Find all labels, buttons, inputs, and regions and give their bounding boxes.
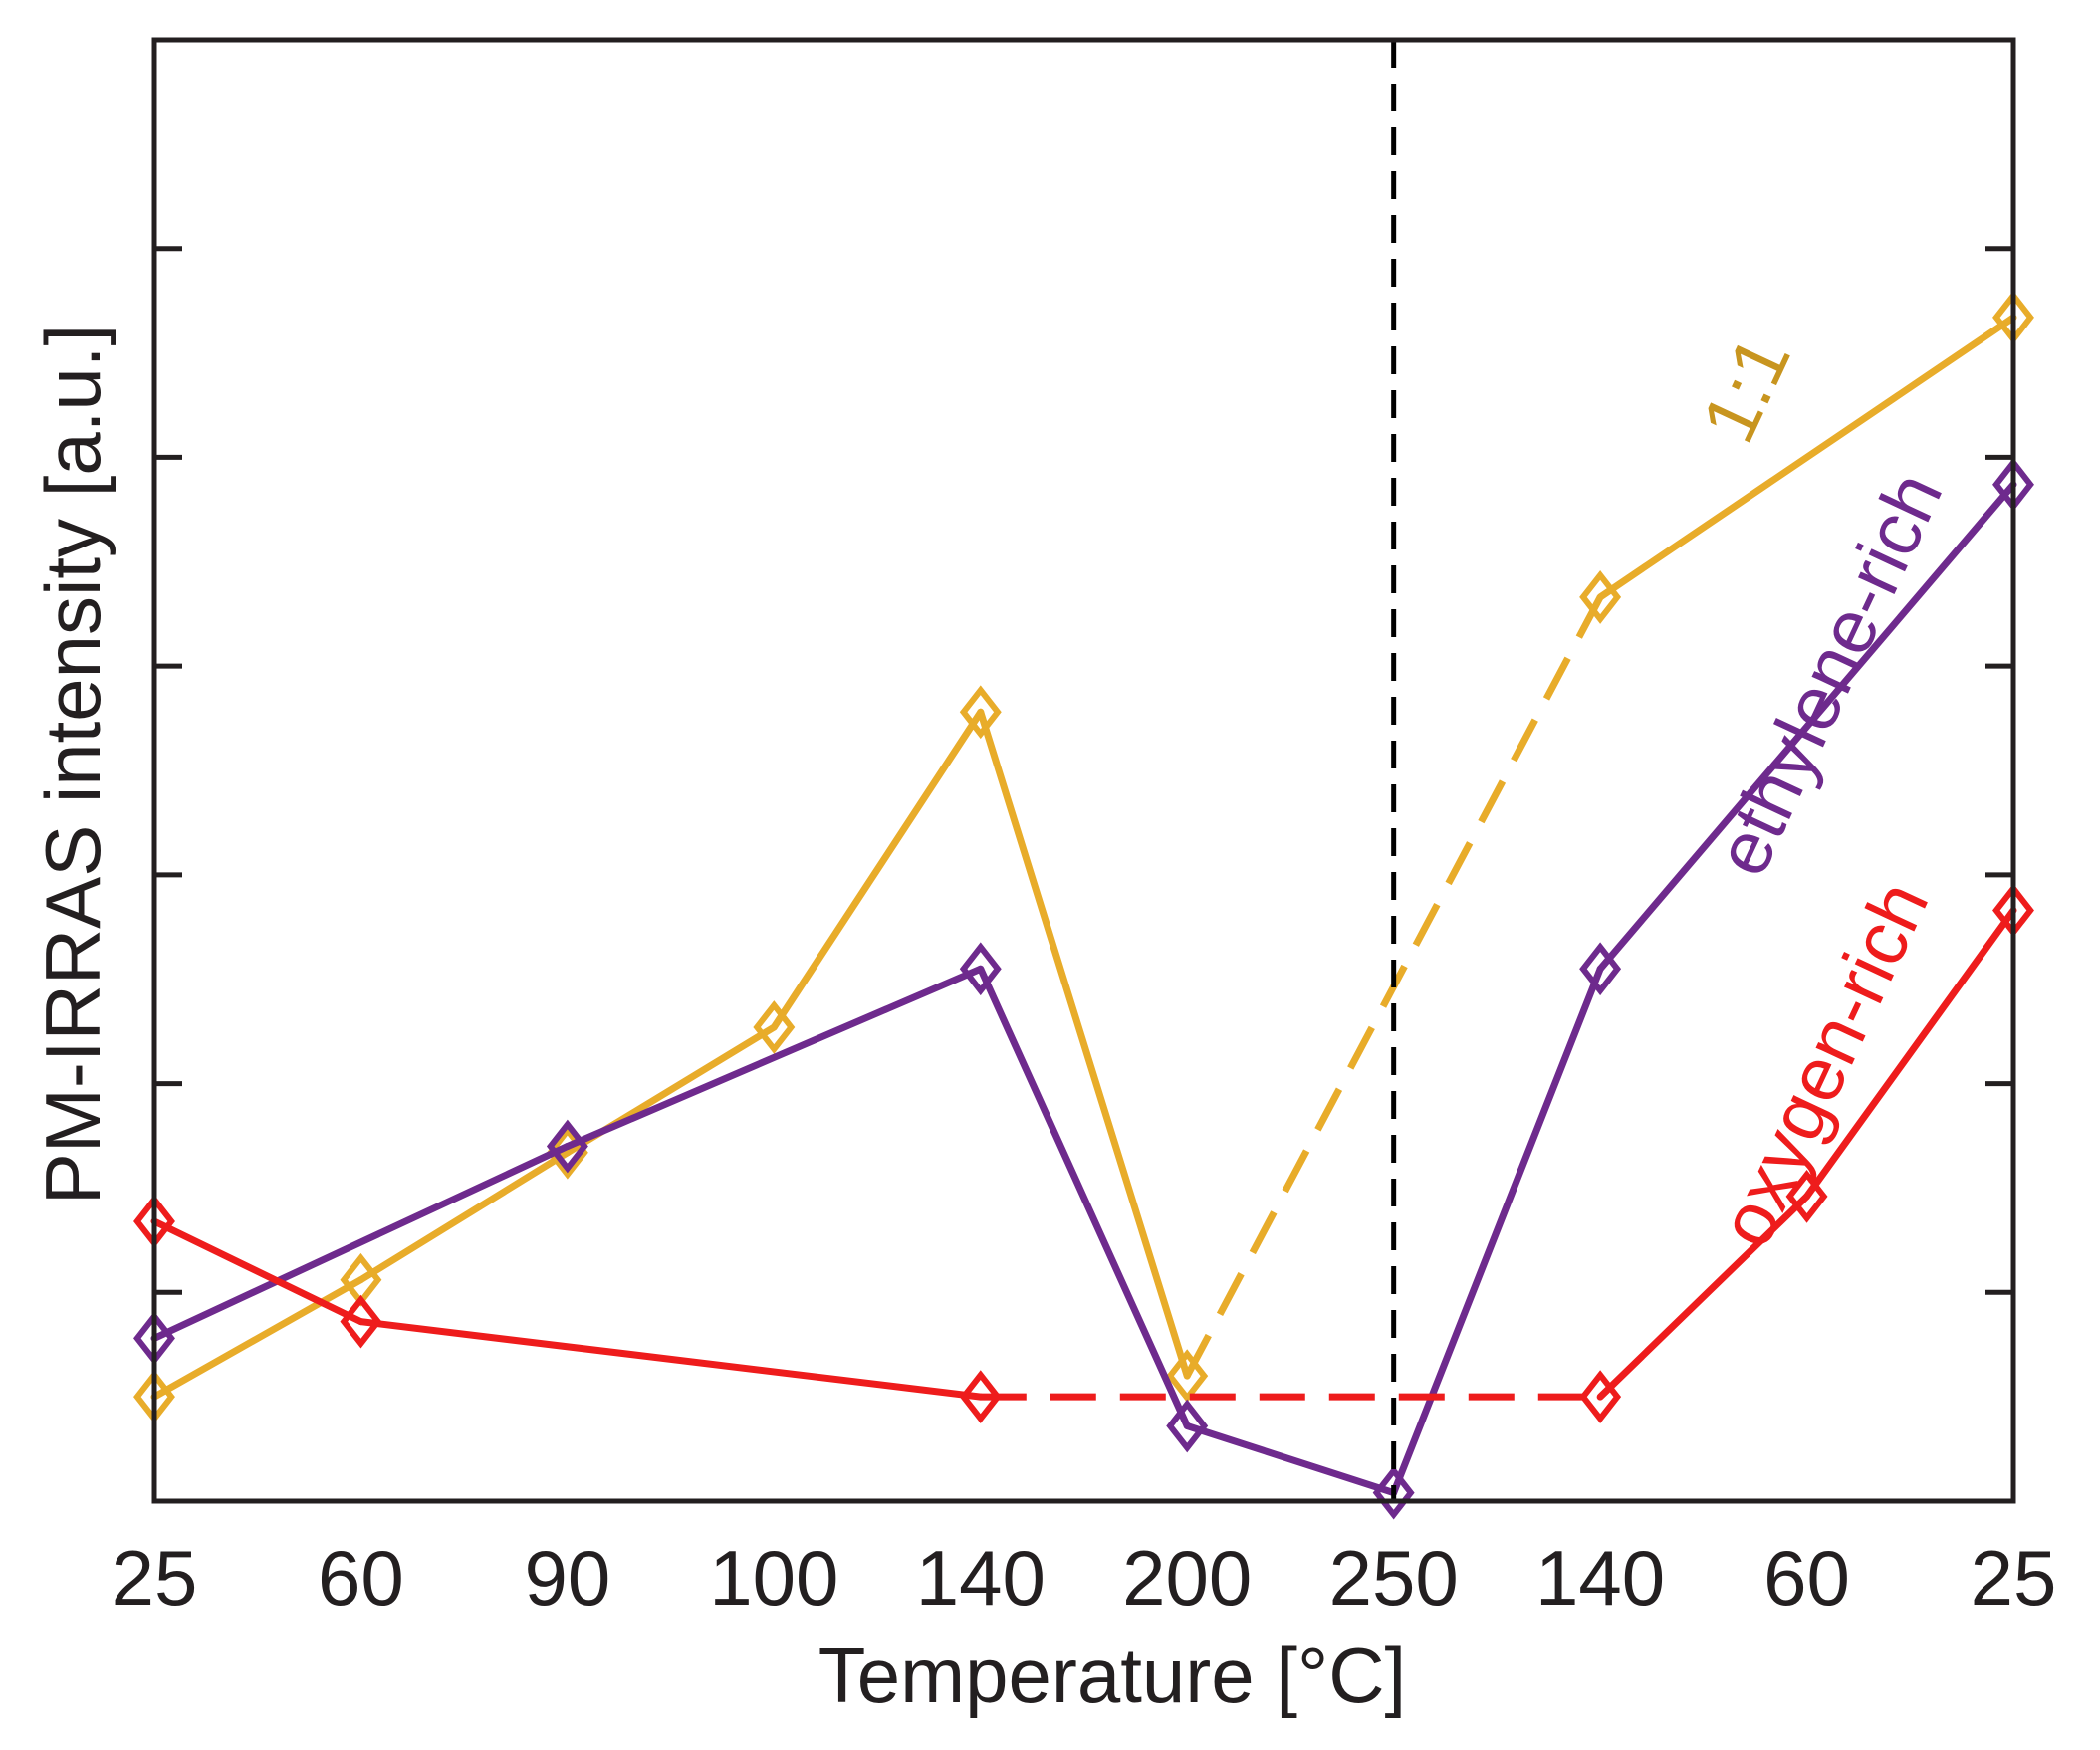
series-line-segment bbox=[150, 1142, 572, 1342]
x-tick-label-7: 140 bbox=[1535, 1534, 1665, 1622]
series-line-segment bbox=[1390, 965, 1604, 1497]
data-point-marker bbox=[1372, 1465, 1415, 1520]
series-line-segment bbox=[1183, 1422, 1398, 1497]
series-line-segment bbox=[150, 1276, 364, 1401]
data-point-marker bbox=[1166, 1349, 1209, 1404]
tick-marks bbox=[154, 246, 2013, 1295]
x-tick-label-8: 60 bbox=[1763, 1534, 1850, 1622]
x-tick-label-9: 25 bbox=[1971, 1534, 2057, 1622]
data-point-marker bbox=[959, 685, 1002, 740]
data-point-marker bbox=[1579, 570, 1622, 624]
series-line-segment bbox=[564, 965, 985, 1150]
x-tick-label-0: 25 bbox=[112, 1534, 198, 1622]
data-point-marker bbox=[959, 1370, 1002, 1424]
data-point-marker bbox=[1579, 1370, 1622, 1424]
data-point-marker bbox=[546, 1125, 588, 1180]
x-tick-label-5: 200 bbox=[1122, 1534, 1252, 1622]
series-ethylene-rich bbox=[133, 457, 2034, 1520]
x-tick-label-3: 100 bbox=[709, 1534, 838, 1622]
series-layer bbox=[133, 291, 2034, 1520]
data-point-marker bbox=[753, 1000, 796, 1054]
data-point-marker bbox=[1579, 942, 1622, 996]
data-point-marker bbox=[1785, 1169, 1828, 1223]
x-tick-label-2: 90 bbox=[525, 1534, 611, 1622]
x-axis-label: Temperature [°C] bbox=[818, 1632, 1406, 1719]
x-tick-label-6: 250 bbox=[1329, 1534, 1459, 1622]
series-line-segment bbox=[1596, 481, 2017, 973]
series-oxygen-rich bbox=[133, 883, 2034, 1424]
series-line-segment bbox=[356, 1149, 572, 1284]
data-point-marker bbox=[340, 1294, 382, 1349]
data-point-marker bbox=[546, 1119, 588, 1174]
x-tick-label-4: 140 bbox=[916, 1534, 1046, 1622]
data-point-marker bbox=[1166, 1399, 1209, 1453]
data-point-marker bbox=[959, 942, 1002, 996]
y-axis-label: PM-IRRAS intensity [a.u.] bbox=[29, 325, 117, 1204]
series-label-1-1: 1:1 bbox=[1686, 324, 1807, 455]
series-line-segment bbox=[1596, 314, 2017, 601]
plot-frame bbox=[151, 37, 2016, 1504]
series-label-ethylene-rich: ethylene-rich bbox=[1699, 460, 1959, 888]
x-tick-label-1: 60 bbox=[318, 1534, 404, 1622]
series-line-segment bbox=[770, 708, 985, 1031]
series-line-segment bbox=[977, 965, 1191, 1430]
series-line-segment bbox=[1803, 907, 2017, 1201]
series-1-1 bbox=[133, 291, 2034, 1424]
series-line-segment bbox=[356, 1318, 985, 1401]
series-line-segment bbox=[150, 1217, 364, 1326]
series-line-segment bbox=[1596, 1193, 1811, 1401]
x-tick-labels: 25 60 90 100 140 200 250 140 60 25 bbox=[112, 1534, 2057, 1622]
series-line-segment bbox=[977, 708, 1191, 1380]
